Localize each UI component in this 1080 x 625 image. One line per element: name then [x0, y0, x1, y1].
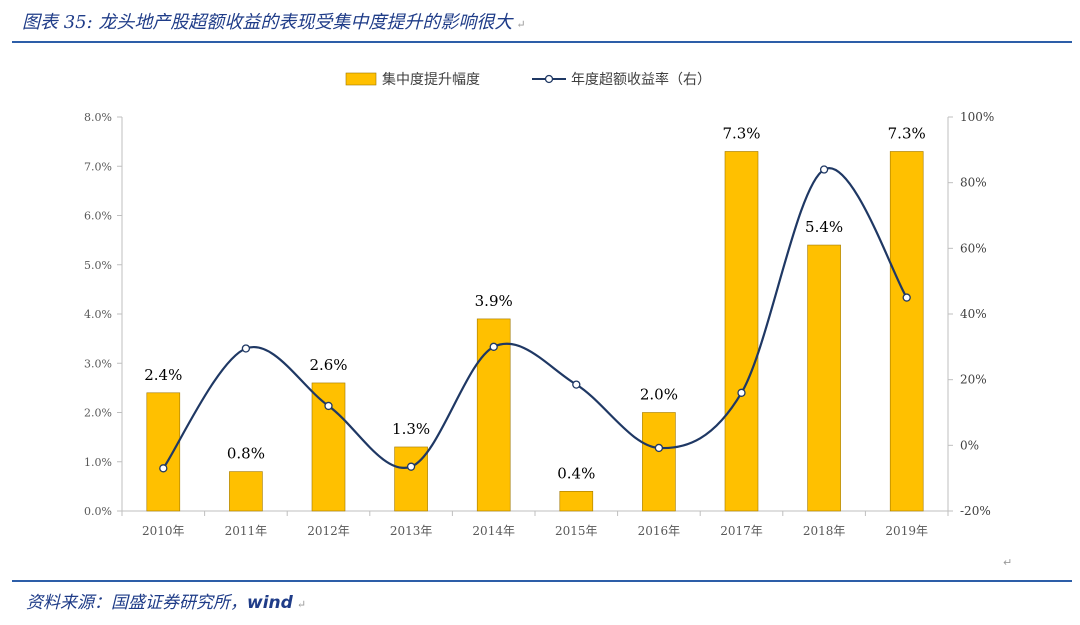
figure-title-text: 图表 35: 龙头地产股超额收益的表现受集中度提升的影响很大: [22, 12, 513, 33]
x-axis-tick-label: 2011年: [225, 524, 268, 538]
bar: [807, 244, 841, 512]
bar-data-label: 7.3%: [888, 124, 926, 142]
paragraph-mark-icon: ↵: [516, 18, 526, 31]
bar-data-label: 7.3%: [722, 124, 760, 142]
bar-data-label: 2.0%: [640, 386, 678, 404]
left-axis-tick-label: 7.0%: [84, 160, 112, 173]
bar-data-label: 0.8%: [227, 445, 265, 463]
x-axis-tick-label: 2014年: [472, 524, 515, 538]
bar: [642, 412, 676, 512]
line-point: [819, 165, 829, 174]
line-point: [324, 401, 333, 411]
right-axis-tick-label: 60%: [960, 241, 987, 255]
left-axis-tick-label: 8.0%: [84, 111, 112, 124]
bar: [724, 151, 759, 512]
bottom-divider: [12, 580, 1072, 582]
legend-bar-swatch: [345, 72, 377, 86]
top-divider: [12, 41, 1072, 43]
bar: [559, 490, 594, 512]
x-axis-tick-label: 2018年: [803, 524, 846, 538]
excess-return-line: [162, 167, 908, 470]
x-axis-tick-label: 2010年: [142, 524, 185, 538]
bar-data-label: 3.9%: [475, 292, 513, 310]
left-axis-tick-label: 4.0%: [84, 308, 112, 321]
right-axis-tick-label: 20%: [960, 373, 987, 387]
right-axis-tick-label: -20%: [960, 504, 991, 518]
x-axis-tick-label: 2012年: [307, 524, 350, 538]
bar-data-label: 1.3%: [392, 420, 430, 438]
source-note: 资料来源：国盛证券研究所，wind ↵: [26, 588, 306, 613]
x-axis-tick-label: 2019年: [885, 524, 928, 538]
source-prefix: 资料来源：国盛证券研究所，: [26, 593, 247, 613]
line-point: [902, 293, 911, 302]
figure-title: 图表 35: 龙头地产股超额收益的表现受集中度提升的影响很大 ↵: [22, 8, 526, 34]
right-axis-tick-label: 0%: [960, 438, 979, 452]
legend-bar-label: 集中度提升幅度: [382, 71, 480, 88]
left-axis-tick-label: 0.0%: [84, 505, 112, 518]
x-axis-tick-label: 2015年: [555, 524, 598, 538]
line-point: [406, 462, 416, 471]
bar: [146, 392, 181, 512]
right-axis-tick-label: 80%: [960, 176, 987, 190]
source-name: wind: [247, 593, 293, 613]
legend-line-label: 年度超额收益率（右）: [571, 71, 711, 88]
bar-data-label: 2.6%: [309, 356, 347, 374]
x-axis-tick-label: 2017年: [720, 524, 763, 538]
bar-data-label: 5.4%: [805, 218, 843, 236]
left-axis-tick-label: 6.0%: [84, 210, 112, 223]
bar: [229, 471, 263, 512]
bar: [889, 151, 924, 512]
x-axis-tick-label: 2013年: [390, 524, 433, 538]
left-axis-tick-label: 5.0%: [84, 259, 112, 272]
x-axis-tick-label: 2016年: [638, 524, 681, 538]
line-point: [654, 443, 664, 453]
paragraph-mark-icon: ↵: [296, 598, 307, 611]
line-point: [737, 388, 746, 397]
left-axis-tick-label: 1.0%: [84, 456, 112, 469]
bar-data-label: 2.4%: [144, 366, 182, 384]
paragraph-mark-icon: ↵: [1003, 556, 1013, 569]
left-axis-tick-label: 3.0%: [84, 357, 112, 370]
bar-data-label: 0.4%: [557, 464, 595, 482]
line-point: [241, 344, 251, 353]
right-axis-tick-label: 100%: [960, 110, 994, 124]
right-axis-tick-label: 40%: [960, 307, 987, 321]
left-axis-tick-label: 2.0%: [84, 407, 112, 420]
legend-line-marker: [544, 74, 554, 84]
line-point: [572, 380, 581, 389]
line-point: [489, 342, 498, 351]
line-point: [159, 464, 168, 473]
